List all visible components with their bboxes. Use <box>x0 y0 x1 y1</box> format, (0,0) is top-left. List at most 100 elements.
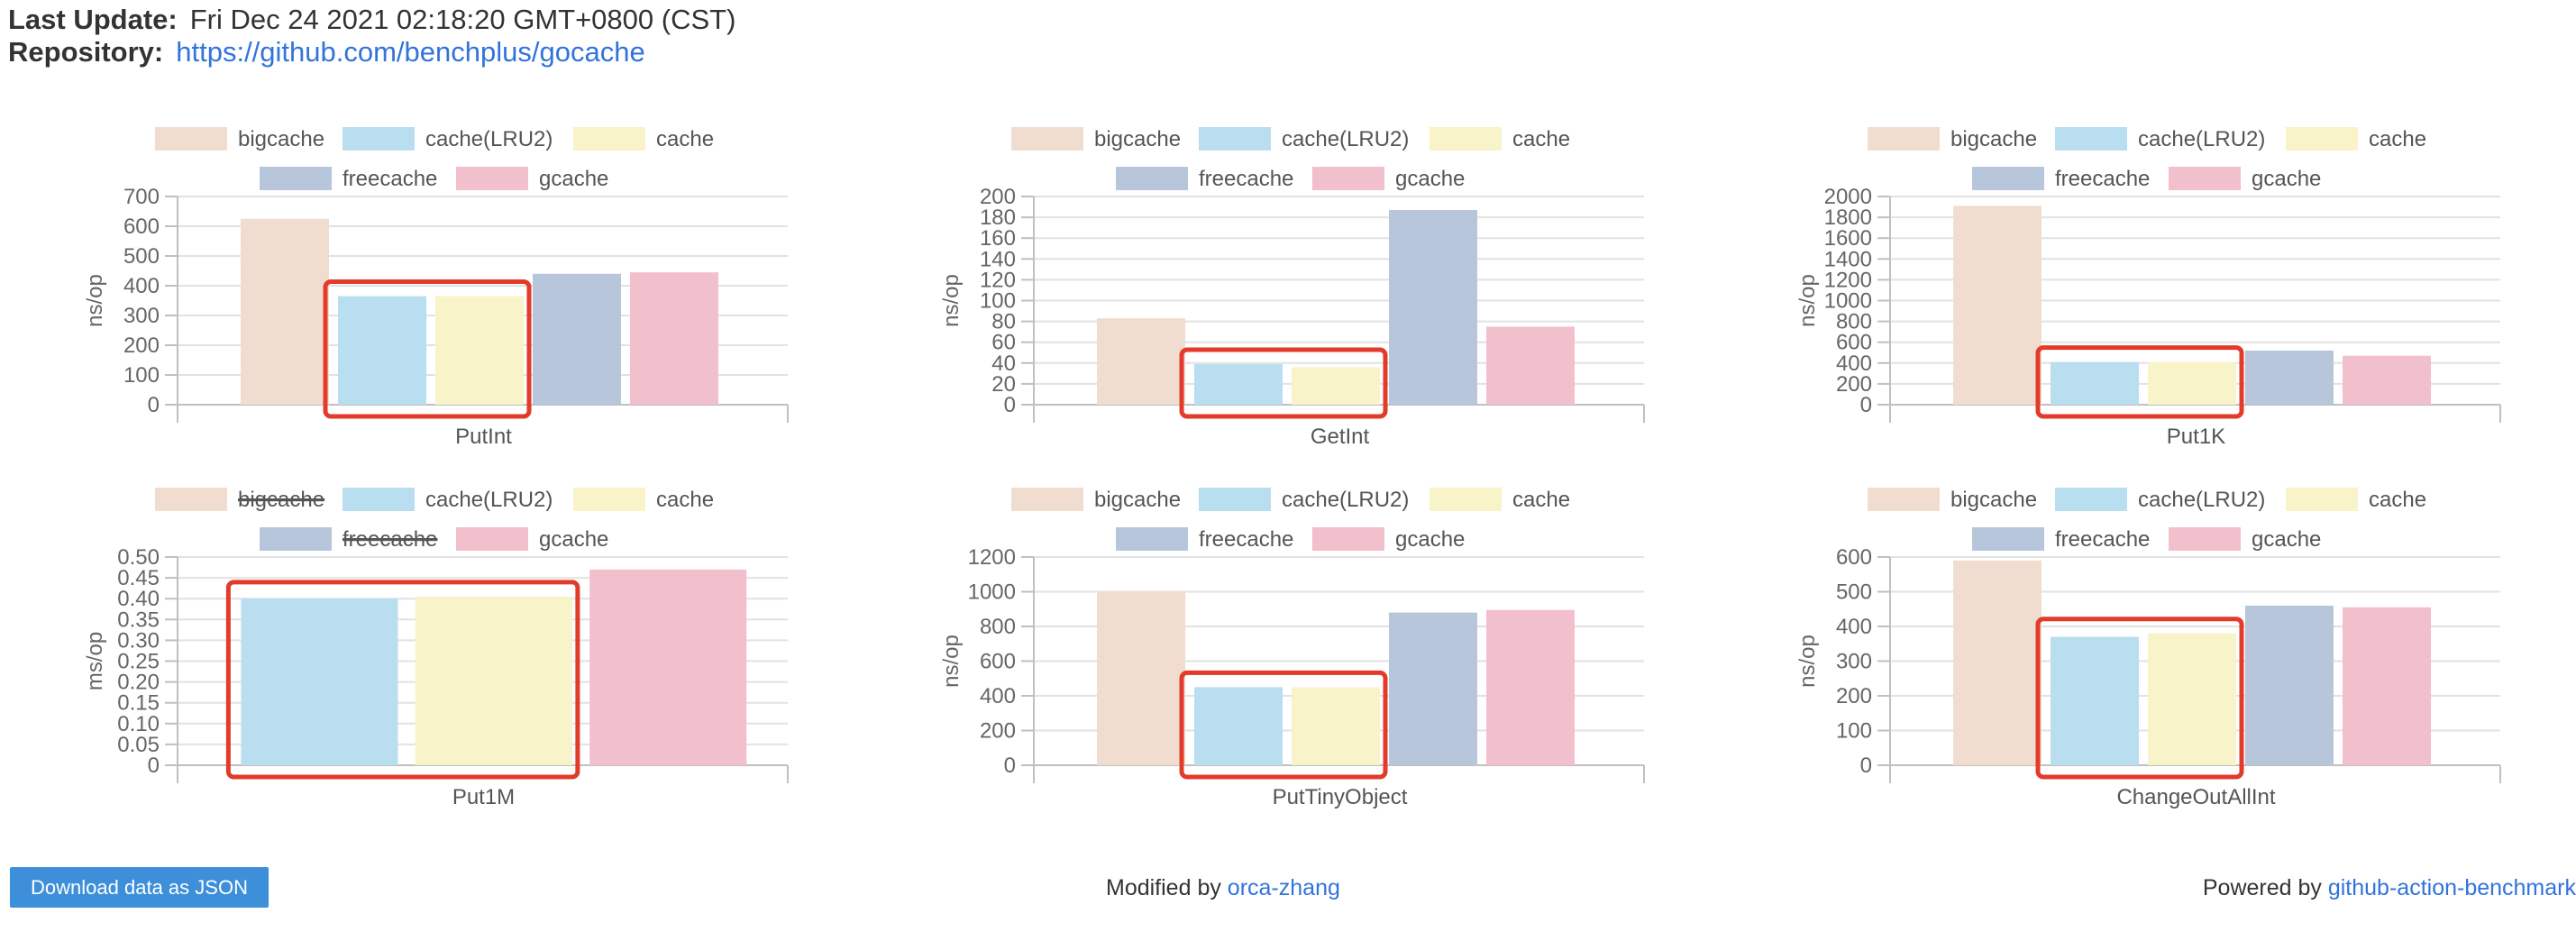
bar-cache[interactable] <box>1292 367 1380 405</box>
legend-item-gcache[interactable]: gcache <box>1312 527 1465 552</box>
y-tick-label: 0 <box>1860 754 1872 778</box>
bar-cache-lru2[interactable] <box>241 598 398 765</box>
bar-gcache[interactable] <box>2343 607 2431 765</box>
legend-item-freecache[interactable]: freecache <box>1116 167 1293 191</box>
x-axis-label: PutTinyObject <box>1273 785 1408 809</box>
legend-item-cache-lru2[interactable]: cache(LRU2) <box>2055 488 2265 512</box>
repository-link[interactable]: https://github.com/benchplus/gocache <box>176 36 645 68</box>
legend-item-cache[interactable]: cache <box>2286 127 2426 151</box>
legend-item-cache-lru2[interactable]: cache(LRU2) <box>2055 127 2265 151</box>
legend-item-gcache[interactable]: gcache <box>456 527 608 552</box>
y-tick-label: 0 <box>1860 393 1872 417</box>
legend-item-freecache[interactable]: freecache <box>260 527 438 552</box>
legend-item-bigcache[interactable]: bigcache <box>155 488 325 512</box>
legend-item-cache[interactable]: cache <box>573 127 714 151</box>
bar-gcache[interactable] <box>1486 609 1575 765</box>
legend-item-bigcache[interactable]: bigcache <box>1868 488 2037 512</box>
bar-cache-lru2[interactable] <box>1194 363 1283 405</box>
download-json-button[interactable]: Download data as JSON <box>10 867 269 908</box>
bar-cache-lru2[interactable] <box>338 296 426 405</box>
bar-freecache[interactable] <box>1389 210 1477 405</box>
bar-bigcache[interactable] <box>1953 206 2042 405</box>
legend-swatch-freecache <box>260 527 332 551</box>
legend-label-gcache: gcache <box>2252 527 2321 552</box>
y-axis-label: ns/op <box>939 635 964 688</box>
legend-item-cache-lru2[interactable]: cache(LRU2) <box>343 127 553 151</box>
legend-item-bigcache[interactable]: bigcache <box>1011 488 1181 512</box>
legend-item-gcache[interactable]: gcache <box>2169 167 2321 191</box>
y-tick-label: 0 <box>1004 393 1016 417</box>
legend-item-freecache[interactable]: freecache <box>260 167 437 191</box>
legend-item-gcache[interactable]: gcache <box>1312 167 1465 191</box>
x-axis-label: Put1K <box>2167 425 2225 449</box>
legend-item-cache-lru2[interactable]: cache(LRU2) <box>1199 127 1409 151</box>
legend-label-cache: cache <box>2369 488 2426 512</box>
legend-swatch-bigcache <box>1868 488 1940 511</box>
y-tick-label: 160 <box>980 226 1016 251</box>
powered-by-link[interactable]: github-action-benchmark <box>2327 875 2576 900</box>
repository-label: Repository: <box>8 36 164 68</box>
y-tick-label: 1200 <box>968 545 1016 570</box>
legend-swatch-cache <box>573 127 645 151</box>
bar-gcache[interactable] <box>589 569 747 765</box>
y-tick-label: 0.10 <box>117 712 160 736</box>
legend-label-freecache: freecache <box>1199 527 1293 552</box>
legend-swatch-bigcache <box>1868 127 1940 151</box>
legend-label-cache-lru2: cache(LRU2) <box>425 127 553 151</box>
modified-by-link[interactable]: orca-zhang <box>1227 875 1340 900</box>
legend-item-cache[interactable]: cache <box>1430 488 1570 512</box>
legend-item-cache-lru2[interactable]: cache(LRU2) <box>343 488 553 512</box>
legend-swatch-gcache <box>456 167 528 190</box>
bar-bigcache[interactable] <box>1097 590 1185 765</box>
bar-cache[interactable] <box>2148 633 2236 765</box>
y-tick-label: 1400 <box>1824 247 1872 271</box>
y-tick-label: 0.50 <box>117 545 160 570</box>
legend-item-freecache[interactable]: freecache <box>1972 167 2150 191</box>
bar-cache-lru2[interactable] <box>2051 361 2139 405</box>
bar-bigcache[interactable] <box>1097 318 1185 405</box>
legend-item-cache-lru2[interactable]: cache(LRU2) <box>1199 488 1409 512</box>
legend-item-bigcache[interactable]: bigcache <box>155 127 324 151</box>
legend-item-gcache[interactable]: gcache <box>2169 527 2321 552</box>
bar-gcache[interactable] <box>1486 326 1575 405</box>
legend-label-gcache: gcache <box>539 167 608 191</box>
legend-label-gcache: gcache <box>1395 167 1465 191</box>
y-tick-label: 500 <box>123 244 160 269</box>
legend-label-cache-lru2: cache(LRU2) <box>1282 488 1409 512</box>
legend-swatch-cache-lru2 <box>1199 488 1271 511</box>
legend-label-bigcache: bigcache <box>1950 127 2037 151</box>
y-tick-label: 0.20 <box>117 671 160 695</box>
legend-item-freecache[interactable]: freecache <box>1116 527 1293 552</box>
bar-freecache[interactable] <box>2245 350 2334 405</box>
bar-freecache[interactable] <box>2245 605 2334 765</box>
bar-gcache[interactable] <box>630 272 718 405</box>
x-axis-label: Put1M <box>452 785 515 809</box>
legend-item-cache[interactable]: cache <box>2286 488 2426 512</box>
benchmark-chart-getint: bigcache cache(LRU2) cache freecache gcache 0… <box>856 104 1704 464</box>
legend-swatch-cache-lru2 <box>2055 488 2127 511</box>
legend-item-cache[interactable]: cache <box>573 488 714 512</box>
legend-item-bigcache[interactable]: bigcache <box>1011 127 1181 151</box>
legend-item-freecache[interactable]: freecache <box>1972 527 2150 552</box>
y-tick-label: 100 <box>1836 719 1872 744</box>
bar-freecache[interactable] <box>1389 612 1477 765</box>
bar-bigcache[interactable] <box>241 218 329 405</box>
highlight-box <box>225 580 580 780</box>
legend-item-gcache[interactable]: gcache <box>456 167 608 191</box>
legend-item-cache[interactable]: cache <box>1430 127 1570 151</box>
legend-label-cache: cache <box>656 488 714 512</box>
bar-cache[interactable] <box>415 596 572 765</box>
bar-freecache[interactable] <box>533 273 621 405</box>
bar-cache-lru2[interactable] <box>2051 636 2139 765</box>
benchmark-chart-changeoutallint: bigcache cache(LRU2) cache freecache gcache 0… <box>1713 464 2560 825</box>
y-tick-label: 600 <box>1836 331 1872 355</box>
y-tick-label: 180 <box>980 206 1016 230</box>
bar-bigcache[interactable] <box>1953 560 2042 765</box>
legend-item-bigcache[interactable]: bigcache <box>1868 127 2037 151</box>
bar-cache-lru2[interactable] <box>1194 687 1283 765</box>
y-tick-label: 400 <box>123 274 160 298</box>
bar-cache[interactable] <box>435 296 524 405</box>
bar-cache[interactable] <box>1292 687 1380 765</box>
bar-gcache[interactable] <box>2343 355 2431 405</box>
bar-cache[interactable] <box>2148 361 2236 405</box>
